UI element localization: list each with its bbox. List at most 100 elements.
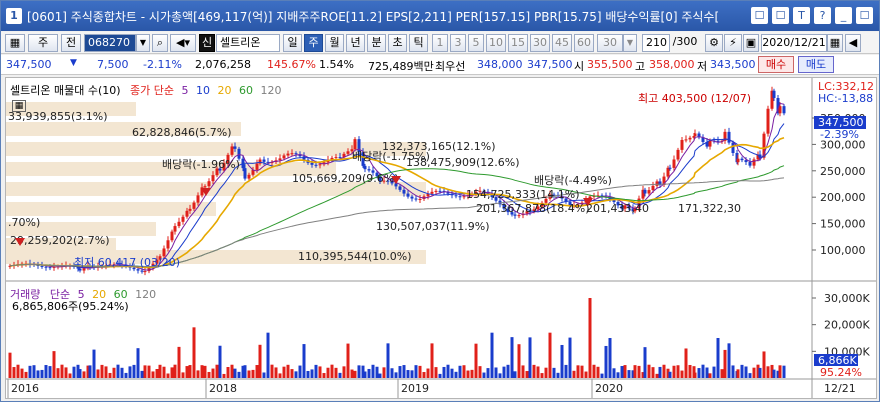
interval-30[interactable]: 30 (530, 34, 550, 52)
interval-10[interactable]: 10 (486, 34, 506, 52)
period-month[interactable]: 월 (325, 34, 344, 52)
quote-bar: 347,500 ▼ 7,500 -2.11% 2,076,258 145.67%… (1, 55, 879, 75)
period-tick[interactable]: 틱 (409, 34, 428, 52)
volume-bar (668, 371, 672, 378)
save-icon[interactable]: ▣ (743, 34, 759, 52)
candle-body (318, 164, 322, 166)
view-count-input[interactable]: 210 (642, 34, 670, 52)
volume-bar (418, 365, 422, 378)
volume-bar (192, 327, 196, 378)
candle-body (782, 106, 786, 114)
volume-bar (100, 364, 104, 378)
volume-bar (627, 370, 631, 378)
legend-volume-name: 거래량 (10, 288, 41, 301)
volume-bar (375, 366, 379, 378)
candle-body (350, 149, 354, 152)
tool-icon[interactable]: ⚙ (705, 34, 723, 52)
interval-3[interactable]: 3 (450, 34, 466, 52)
candle-body (513, 214, 517, 216)
period-day[interactable]: 일 (283, 34, 302, 52)
interval-5[interactable]: 5 (468, 34, 484, 52)
font-icon[interactable]: T (793, 7, 810, 24)
volume-bar (82, 371, 86, 378)
volume-bar (422, 372, 426, 378)
settings-icon[interactable]: ☐ (772, 7, 789, 24)
buy-button[interactable]: 매수 (758, 56, 794, 73)
link-icon[interactable]: ☐ (751, 7, 768, 24)
interval-custom[interactable]: 30 (597, 34, 623, 52)
volume-bar (474, 343, 478, 378)
date-input[interactable]: 2020/12/21 (761, 34, 827, 52)
candle-body (222, 163, 226, 171)
sell-button[interactable]: 매도 (798, 56, 834, 73)
search-icon[interactable]: ⌕ (152, 34, 168, 52)
volume-bar (454, 371, 458, 378)
volume-bar (346, 343, 350, 378)
volume-bar (338, 372, 342, 378)
x-tick-label: 2018 (209, 382, 237, 395)
volume-profile-label: .70%) (8, 216, 40, 229)
compare-icon[interactable]: ⚡ (724, 34, 742, 52)
candle-body (684, 139, 688, 141)
interval-60[interactable]: 60 (574, 34, 594, 52)
candle-body (294, 153, 298, 155)
candle-body (363, 165, 367, 170)
volume-profile-band-4 (6, 182, 426, 196)
all-type-button[interactable]: 전 (61, 34, 81, 52)
interval-1[interactable]: 1 (432, 34, 448, 52)
chart-area[interactable]: 33,939,855(3.1%) 62,828,846(5.7%) 132,373,… (5, 77, 877, 399)
period-minute[interactable]: 분 (367, 34, 386, 52)
code-dropdown-icon[interactable]: ▼ (136, 34, 150, 52)
price-legend: 셀트리온 매물대 수(10) 종가 단순 5 10 20 60 120 (10, 82, 282, 98)
candle-body (140, 270, 144, 272)
volume-bar (701, 364, 705, 378)
candle-body (758, 154, 762, 158)
interval-45[interactable]: 45 (552, 34, 572, 52)
volume-bar (262, 372, 266, 378)
x-tick-label: 2020 (595, 382, 623, 395)
candle-body (762, 133, 766, 158)
volume-bar (28, 365, 32, 378)
volume-bar (361, 365, 365, 378)
volume-bar (651, 367, 655, 378)
period-second[interactable]: 초 (388, 34, 407, 52)
interval-dropdown-icon[interactable]: ▼ (623, 34, 637, 52)
stock-code-input[interactable]: 068270 (84, 34, 136, 52)
candle-body (434, 190, 438, 192)
candle-body (620, 205, 624, 209)
volume-bar (166, 373, 170, 378)
period-week[interactable]: 주 (304, 34, 323, 52)
grid-toggle-icon[interactable]: ▦ (12, 100, 26, 112)
volume-bar (588, 298, 592, 378)
volume-bar (688, 364, 692, 378)
dividend-label: 배당락(-1.96%) (162, 158, 240, 171)
interval-15[interactable]: 15 (508, 34, 528, 52)
candle-body (740, 158, 744, 161)
market-type-select[interactable]: 주 (28, 34, 58, 52)
candle-body (181, 216, 185, 222)
candle-body (390, 181, 394, 184)
grid-icon[interactable]: ▦ (5, 34, 25, 52)
scroll-left-icon[interactable]: ◀ (845, 34, 861, 52)
period-year[interactable]: 년 (346, 34, 365, 52)
candle-body (282, 155, 286, 159)
grid-lines (6, 78, 876, 398)
candle-body (716, 140, 720, 142)
candle-body (536, 206, 540, 210)
calendar-icon[interactable]: ▦ (827, 34, 843, 52)
chart-svg[interactable]: 33,939,855(3.1%) 62,828,846(5.7%) 132,373,… (6, 78, 876, 398)
x-tick-label: 2016 (11, 382, 39, 395)
volume-bar (510, 337, 514, 378)
volume-bar (322, 373, 326, 378)
maximize-icon[interactable]: ☐ (856, 7, 873, 24)
minimize-icon[interactable]: _ (835, 7, 852, 24)
candle-body (731, 142, 735, 154)
view-count-total: /300 (672, 35, 698, 48)
volume-bar (286, 364, 290, 378)
help-icon[interactable]: ? (814, 7, 831, 24)
candle-body (525, 211, 529, 214)
candle-body (166, 240, 170, 249)
volume-bar (576, 365, 580, 378)
speaker-icon[interactable]: ◀▾ (170, 34, 196, 52)
candle-body (44, 266, 48, 268)
